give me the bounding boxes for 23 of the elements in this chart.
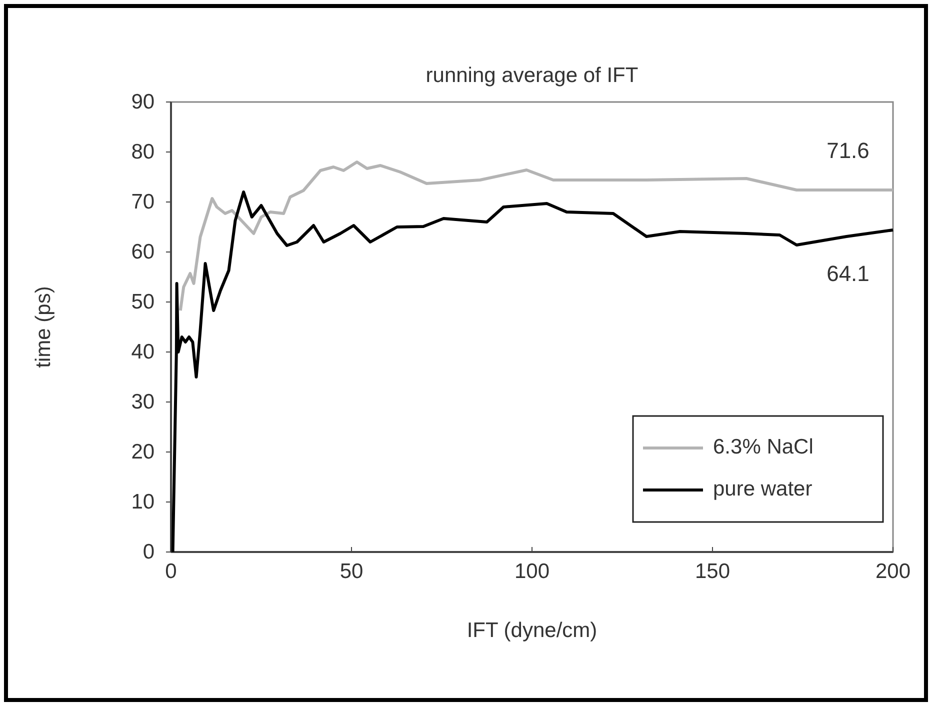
y-tick-label: 30 xyxy=(131,390,155,414)
x-tick-label: 100 xyxy=(514,560,550,584)
y-tick-label: 40 xyxy=(131,340,155,364)
annotation: 64.1 xyxy=(826,260,870,286)
y-axis-title: time (ps) xyxy=(32,286,55,368)
y-tick-label: 10 xyxy=(131,490,155,514)
y-tick-label: 60 xyxy=(131,240,155,264)
chart-title: running average of IFT xyxy=(426,64,638,87)
x-tick-label: 200 xyxy=(875,560,911,584)
y-tick-label: 80 xyxy=(131,140,155,164)
y-tick-label: 0 xyxy=(142,540,155,564)
y-tick-label: 90 xyxy=(131,90,155,114)
y-tick-label: 70 xyxy=(131,190,155,214)
legend-label: 6.3% NaCl xyxy=(713,436,814,459)
x-tick-label: 0 xyxy=(165,560,177,584)
line-series xyxy=(178,160,894,312)
x-axis-title: IFT (dyne/cm) xyxy=(466,619,598,642)
y-tick-label: 50 xyxy=(131,290,155,314)
x-tick-label: 50 xyxy=(340,560,364,584)
y-tick-label: 20 xyxy=(131,440,155,464)
legend-label: pure water xyxy=(713,478,812,501)
annotation: 71.6 xyxy=(826,138,870,163)
x-tick-label: 150 xyxy=(694,560,730,584)
